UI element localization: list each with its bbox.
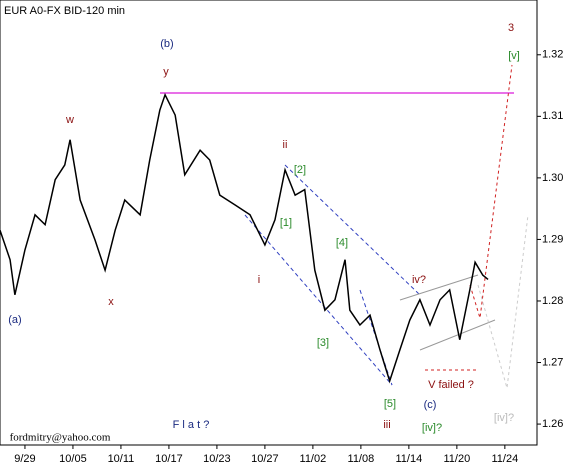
annotation: F l a t ? (173, 419, 210, 431)
annotation: i (258, 274, 260, 286)
y-tick-label: 1.31 (542, 110, 563, 122)
annotation: [4] (336, 237, 348, 249)
annotation: (c) (424, 399, 437, 411)
annotation: x (108, 296, 114, 308)
annotation: [iv]? (422, 422, 442, 434)
x-tick-label: 9/29 (14, 453, 35, 465)
y-tick-label: 1.27 (542, 356, 563, 368)
x-tick-label: 10/11 (108, 453, 135, 465)
annotation: [1] (280, 217, 292, 229)
annotation: [iv]? (494, 412, 514, 424)
annotation: fordmitry@yahoo.com (10, 432, 111, 444)
annotation: (a) (8, 314, 21, 326)
x-tick-label: 11/02 (300, 453, 327, 465)
chart-title: EUR A0-FX BID-120 min (4, 5, 125, 17)
projection (469, 64, 513, 319)
annotation: 3 (508, 22, 514, 34)
triangle-line (399, 274, 479, 301)
x-tick-label: 10/23 (203, 453, 231, 465)
annotation: V failed ? (428, 379, 474, 391)
alt-projection (477, 214, 529, 389)
y-tick-label: 1.32 (542, 49, 563, 61)
annotation: [3] (317, 337, 329, 349)
annotation: (b) (160, 38, 173, 50)
annotation: iv? (412, 274, 426, 286)
triangle-line (419, 319, 496, 351)
channel-line (244, 214, 393, 386)
annotation: [2] (294, 164, 306, 176)
x-tick-label: 11/20 (443, 453, 470, 465)
annotation: y (163, 66, 169, 78)
y-tick-label: 1.29 (542, 233, 563, 245)
annotation: [5] (384, 398, 396, 410)
price-line (0, 92, 489, 384)
y-tick-label: 1.28 (542, 295, 563, 307)
wave-lines (160, 64, 529, 389)
annotation: iii (383, 419, 390, 431)
x-tick-label: 11/24 (491, 453, 518, 465)
annotation: ii (283, 139, 288, 151)
y-tick-label: 1.26 (542, 418, 563, 430)
x-tick-label: 10/27 (251, 453, 279, 465)
y-tick-label: 1.30 (542, 172, 563, 184)
plot-frame (0, 0, 538, 446)
x-tick-label: 11/14 (396, 453, 423, 465)
x-tick-label: 10/17 (155, 453, 183, 465)
channel-line (284, 164, 421, 296)
x-tick-label: 11/08 (348, 453, 375, 465)
x-tick-label: 10/05 (59, 453, 87, 465)
annotation: w (65, 114, 74, 126)
annotation: [v] (508, 50, 520, 62)
